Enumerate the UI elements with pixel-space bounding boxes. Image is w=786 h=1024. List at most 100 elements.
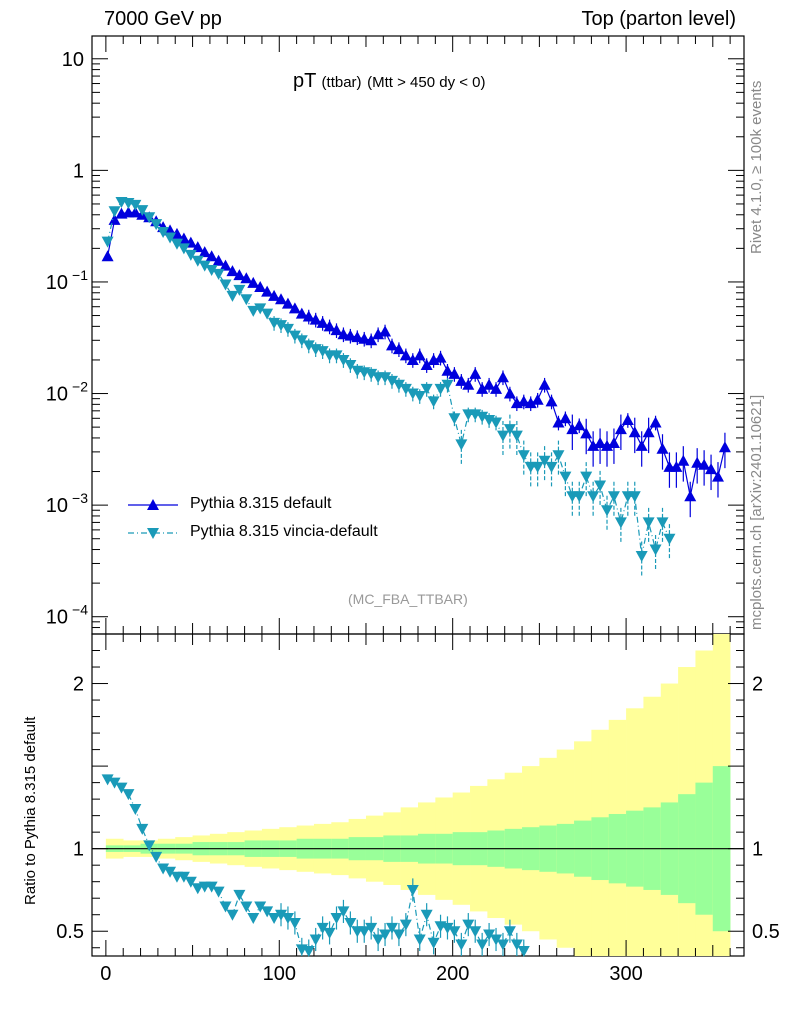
data-point xyxy=(351,331,364,343)
data-point xyxy=(399,383,412,395)
x-tick-label: 200 xyxy=(436,963,469,985)
data-point xyxy=(420,359,433,371)
data-point xyxy=(580,427,593,439)
data-point xyxy=(545,395,558,407)
data-point xyxy=(448,413,461,425)
ratio-point xyxy=(101,774,114,786)
legend-marks xyxy=(128,499,178,539)
ratio-point xyxy=(268,913,281,925)
ratio-point xyxy=(184,876,197,888)
ratio-point xyxy=(143,840,156,852)
data-point xyxy=(642,517,655,529)
y-tick-label: 10 xyxy=(62,49,84,71)
data-point xyxy=(587,491,600,503)
ratio-point xyxy=(323,927,336,939)
data-point xyxy=(164,232,177,244)
data-point xyxy=(545,461,558,473)
data-point xyxy=(295,335,308,347)
legend-marker-default xyxy=(147,499,159,510)
data-point xyxy=(392,343,405,355)
data-point xyxy=(628,426,641,438)
data-point xyxy=(420,383,433,395)
ratio-y-tick-label-right: 2 xyxy=(752,674,763,696)
data-point xyxy=(677,454,690,466)
data-point xyxy=(684,490,697,502)
data-point xyxy=(184,249,197,261)
data-point xyxy=(607,437,620,449)
data-point xyxy=(635,439,648,451)
ratio-y-tick-label-left: 2 xyxy=(73,674,84,696)
data-point xyxy=(718,441,731,453)
data-point xyxy=(573,491,586,503)
ratio-point xyxy=(157,863,170,875)
data-point xyxy=(198,246,211,258)
ratio-point xyxy=(365,922,378,934)
title-sub1: (ttbar) xyxy=(321,74,362,91)
data-point xyxy=(580,471,593,483)
data-point xyxy=(247,276,260,288)
ratio-point xyxy=(399,919,412,931)
ratio-point xyxy=(510,939,523,951)
data-point xyxy=(247,305,260,317)
data-point xyxy=(476,411,489,423)
data-point xyxy=(566,423,579,435)
analysis-label: (MC_FBA_TTBAR) xyxy=(348,591,468,607)
data-point xyxy=(614,423,627,435)
data-point xyxy=(198,260,211,272)
data-point xyxy=(524,397,537,409)
ratio-point xyxy=(275,909,288,921)
data-point xyxy=(295,307,308,319)
data-point xyxy=(434,383,447,395)
ratio-point xyxy=(254,901,267,913)
data-point xyxy=(413,391,426,403)
data-point xyxy=(455,374,468,386)
data-point xyxy=(150,219,163,231)
ratio-point xyxy=(385,922,398,934)
data-point xyxy=(517,450,530,462)
data-point xyxy=(268,289,281,301)
data-point xyxy=(240,272,253,284)
data-point xyxy=(649,416,662,428)
data-point xyxy=(607,491,620,503)
data-point xyxy=(614,517,627,529)
data-point xyxy=(101,250,114,262)
data-point xyxy=(191,255,204,267)
legend-entry-default: Pythia 8.315 default xyxy=(190,495,332,512)
data-point xyxy=(510,430,523,442)
ratio-point xyxy=(288,917,301,929)
ratio-series-vincia xyxy=(101,774,530,958)
ratio-point xyxy=(455,939,468,951)
ratio-y-tick-label-right: 0.5 xyxy=(752,921,780,943)
data-point xyxy=(642,426,655,438)
ratio-point xyxy=(392,929,405,941)
ratio-point xyxy=(427,937,440,949)
data-point xyxy=(254,303,267,315)
data-point xyxy=(212,254,225,266)
data-point xyxy=(483,378,496,390)
data-point xyxy=(663,533,676,545)
data-point xyxy=(531,393,544,405)
data-point xyxy=(233,269,246,281)
data-point xyxy=(288,330,301,342)
data-point xyxy=(108,206,121,218)
main-plot-frame xyxy=(91,35,745,635)
ratio-point xyxy=(476,939,489,951)
data-point xyxy=(212,268,225,280)
data-point xyxy=(559,412,572,424)
ratio-point xyxy=(136,823,149,835)
header-right: Top (parton level) xyxy=(581,8,736,30)
data-point xyxy=(288,302,301,314)
ratio-point xyxy=(226,909,239,921)
data-point xyxy=(170,238,183,250)
ratio-point xyxy=(490,934,503,946)
ratio-point xyxy=(413,934,426,946)
ratio-point xyxy=(503,926,516,938)
plot-title: pT (ttbar) (Mtt > 450 dy < 0) xyxy=(293,70,486,93)
data-point xyxy=(379,325,392,337)
ratio-point xyxy=(240,901,253,913)
ratio-y-axis-label: Ratio to Pythia 8.315 default xyxy=(22,716,39,905)
data-point xyxy=(281,297,294,309)
data-point xyxy=(496,430,509,442)
data-point xyxy=(406,353,419,365)
